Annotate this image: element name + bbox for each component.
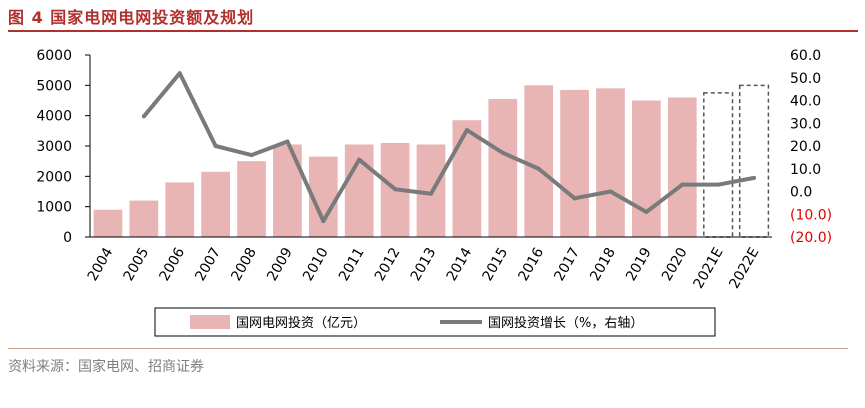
right-tick-label: 10.0 (790, 162, 821, 178)
growth-point (249, 153, 254, 158)
bar-2021E (703, 92, 734, 238)
growth-point (393, 187, 398, 192)
growth-point (321, 219, 326, 224)
growth-point (608, 189, 613, 194)
left-tick-label: 4000 (36, 109, 72, 125)
x-tick-label: 2019 (623, 245, 655, 284)
growth-point (644, 209, 649, 214)
x-tick-label: 2011 (336, 245, 368, 284)
growth-point (536, 166, 541, 171)
x-tick-label: 2010 (300, 245, 332, 284)
right-tick-label: 50.0 (790, 71, 821, 87)
left-tick-label: 3000 (36, 139, 72, 155)
x-tick-label: 2014 (444, 245, 476, 284)
bar-2018 (596, 88, 625, 237)
growth-point (464, 128, 469, 133)
legend-swatch-bar (190, 315, 230, 329)
chart: 0 1000 2000 3000 4000 5000 6000 (20.0) (10.0) 0.0… (36, 48, 832, 337)
x-tick-label: 2012 (372, 245, 404, 284)
figure-title: 图 4 国家电网电网投资额及规划 (8, 8, 255, 27)
bar-2017 (560, 89, 589, 237)
legend-label-line: 国网投资增长（%，右轴） (488, 315, 643, 331)
bar-2008 (237, 161, 266, 237)
growth-point (716, 182, 721, 187)
x-tick-label: 2022E (726, 245, 762, 292)
right-tick-label: (10.0) (790, 207, 832, 223)
right-tick-label: 40.0 (790, 94, 821, 110)
bar-2006 (165, 182, 195, 237)
x-tick-label: 2021E (691, 245, 727, 292)
legend-box (154, 307, 716, 337)
growth-point (357, 157, 362, 162)
x-tick-label: 2008 (228, 245, 260, 284)
bar-2007 (201, 171, 230, 237)
growth-point (285, 139, 290, 144)
right-tick-label: 60.0 (790, 48, 821, 64)
right-tick-label: (20.0) (790, 230, 832, 246)
bar-2004 (93, 209, 123, 237)
source-rule (8, 348, 848, 349)
right-tick-label: 20.0 (790, 139, 821, 155)
source-note: 资料来源：国家电网、招商证券 (8, 359, 204, 375)
x-tick-label: 2015 (480, 245, 512, 284)
left-tick-label: 5000 (36, 78, 72, 94)
growth-point (752, 175, 757, 180)
bar-2016 (524, 85, 554, 237)
growth-point (141, 114, 146, 119)
x-tick-label: 2017 (551, 245, 583, 284)
bar-2019 (632, 100, 661, 237)
growth-point (177, 71, 182, 76)
x-tick-label: 2013 (408, 245, 440, 284)
legend-label-bar: 国网电网投资（亿元） (236, 315, 366, 331)
bar-2022E (738, 84, 770, 238)
x-tick-label: 2016 (515, 245, 547, 284)
title-rule (8, 30, 858, 32)
left-tick-label: 2000 (36, 169, 72, 185)
right-tick-label: 30.0 (790, 116, 821, 132)
bar-2005 (129, 200, 159, 237)
x-tick-label: 2004 (85, 245, 117, 284)
x-tick-label: 2009 (264, 245, 296, 284)
growth-point (680, 182, 685, 187)
bar-2015 (488, 98, 518, 237)
left-tick-label: 6000 (36, 48, 72, 64)
growth-point (429, 191, 433, 196)
x-tick-label: 2007 (192, 245, 224, 284)
growth-line (142, 71, 755, 224)
bar-2020 (667, 97, 697, 237)
x-tick-label: 2020 (659, 245, 691, 284)
growth-point (213, 144, 218, 148)
x-tick-label: 2018 (587, 245, 619, 284)
growth-point (500, 150, 505, 155)
growth-point (572, 196, 577, 201)
left-tick-label: 0 (63, 230, 72, 246)
left-tick-label: 1000 (36, 200, 72, 216)
x-tick-label: 2006 (157, 245, 189, 284)
bar-2009 (273, 144, 302, 237)
bar-2014 (452, 120, 482, 237)
right-tick-label: 0.0 (790, 185, 812, 201)
x-tick-label: 2005 (121, 245, 153, 284)
